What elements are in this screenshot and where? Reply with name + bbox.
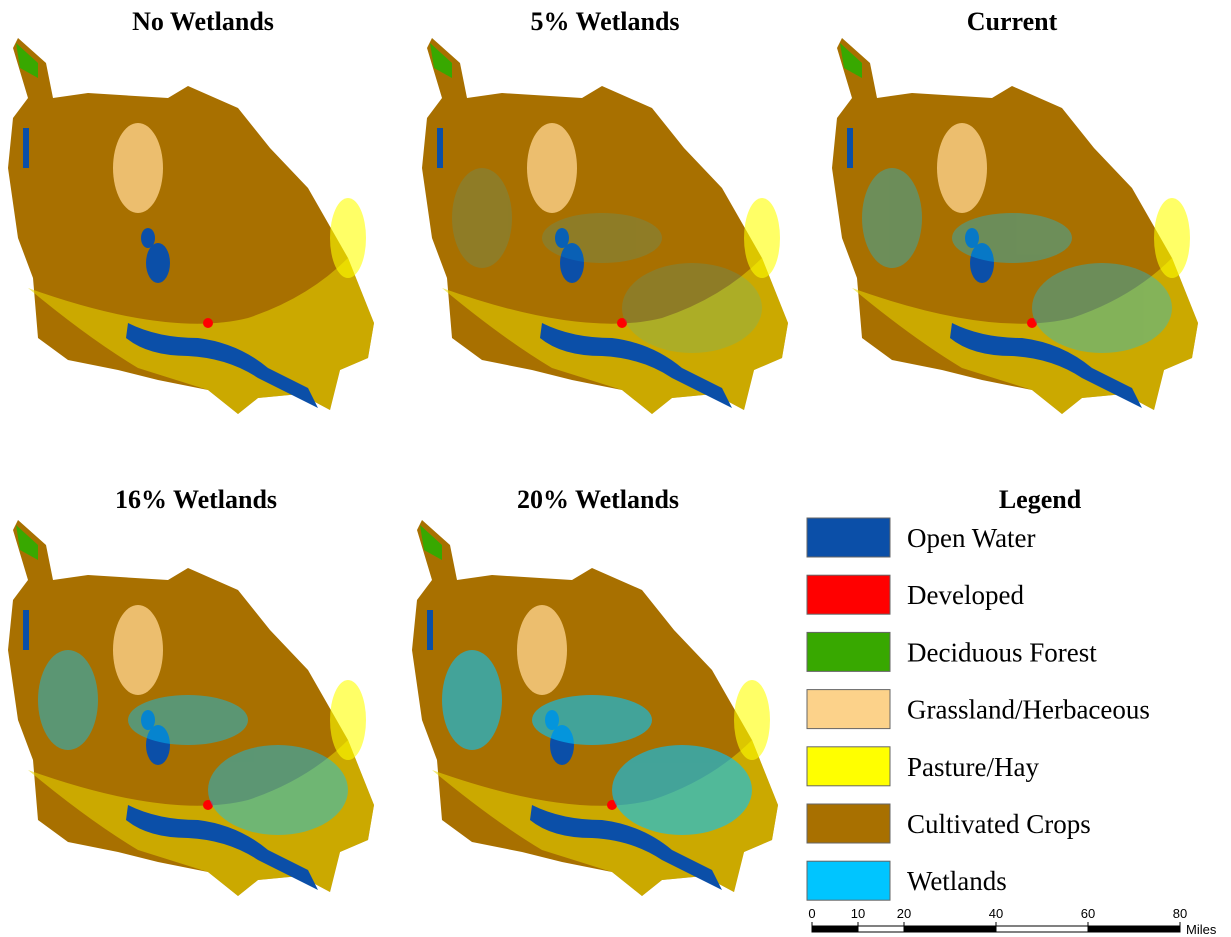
scale-segment [1088,926,1180,932]
map-panel [412,520,778,896]
panel-title: 20% Wetlands [517,485,679,514]
legend-swatch [807,861,890,900]
scale-segment [812,926,858,932]
legend-swatch [807,518,890,557]
legend-swatch [807,690,890,729]
scale-label: 10 [851,906,865,921]
scale-segment [904,926,996,932]
scale-label: 0 [808,906,815,921]
legend-label: Deciduous Forest [907,637,1097,667]
legend-swatch [807,747,890,786]
map-panel [422,38,788,414]
map-panel [832,38,1198,414]
scale-label: 80 [1173,906,1187,921]
scale-unit: Miles [1186,922,1217,937]
scale-label: 20 [897,906,911,921]
legend-label: Grassland/Herbaceous [907,695,1150,725]
legend-label: Developed [907,580,1024,610]
map-panel [8,38,374,414]
panel-title: No Wetlands [132,7,274,36]
scale-segment [858,926,904,932]
map-panel [8,520,374,896]
legend-label: Open Water [907,523,1036,553]
legend-title: Legend [999,485,1082,514]
panel-title: 16% Wetlands [115,485,277,514]
map [8,38,374,414]
legend-label: Cultivated Crops [907,809,1091,839]
legend-swatch [807,575,890,614]
scale-segment [996,926,1088,932]
scale-label: 40 [989,906,1003,921]
legend-swatch [807,804,890,843]
panel-title: 5% Wetlands [530,7,679,36]
panel-title: Current [967,7,1058,36]
legend-label: Pasture/Hay [907,752,1039,782]
figure: No Wetlands 5% Wetlands Current 16% Wetl… [0,0,1231,937]
legend-label: Wetlands [907,866,1007,896]
legend-swatch [807,632,890,671]
scale-label: 60 [1081,906,1095,921]
